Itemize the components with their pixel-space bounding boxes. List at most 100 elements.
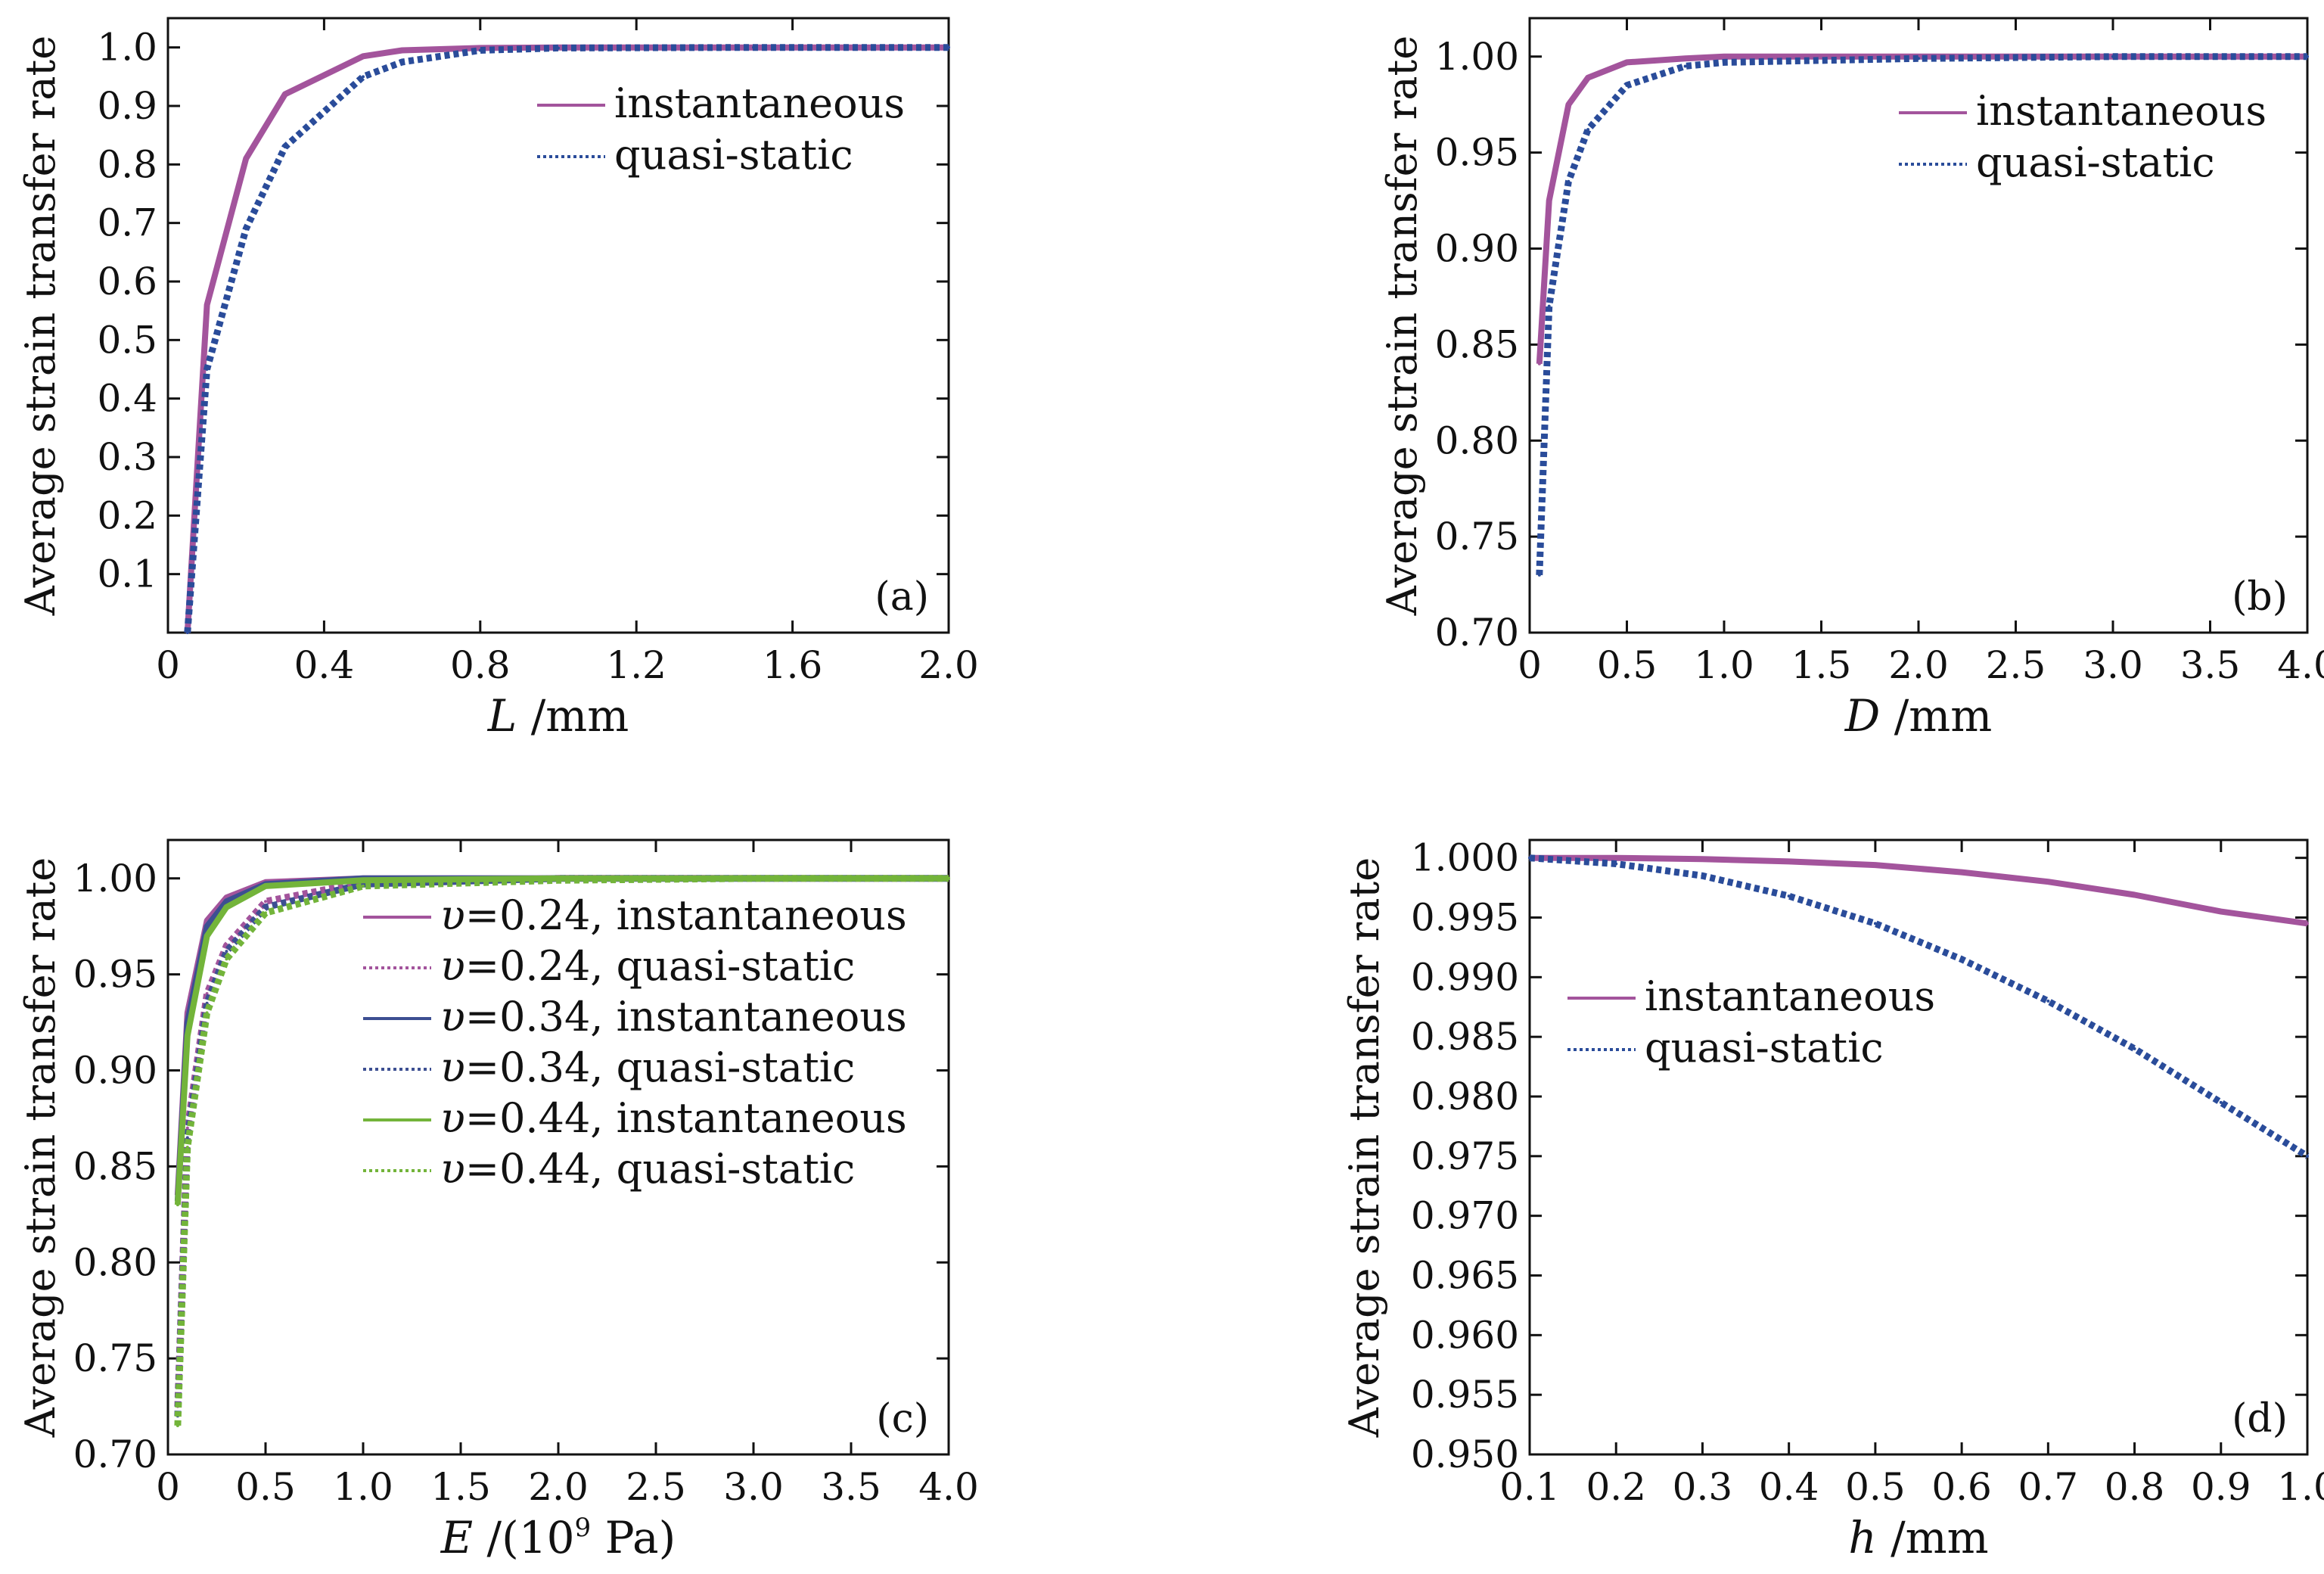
x-axis-exponent: 9: [575, 1513, 592, 1543]
data-point: [185, 1034, 189, 1037]
x-axis-variable: D: [1844, 690, 1881, 742]
data-point: [947, 45, 950, 49]
x-axis-unit: /mm: [1877, 1512, 1989, 1563]
legend-text-rest: =0.34, quasi-static: [465, 1044, 855, 1091]
x-axis-unit: /(10: [473, 1512, 574, 1563]
x-tick-label: 1.6: [763, 643, 823, 687]
y-tick-label: 1.00: [1435, 35, 1519, 79]
x-tick-label: 0.4: [1759, 1465, 1819, 1509]
legend-label: instantaneous: [1645, 972, 1935, 1020]
y-tick-label: 0.990: [1411, 955, 1519, 999]
data-point: [1960, 957, 1964, 961]
data-point: [1723, 61, 1726, 64]
series-line-d-0: [1530, 854, 2308, 927]
y-tick-label: 0.70: [1435, 611, 1519, 655]
y-tick-label: 0.975: [1411, 1134, 1519, 1178]
y-tick-label: 0.995: [1411, 895, 1519, 939]
y-axis-label: Average strain transfer rate: [17, 36, 64, 616]
data-point: [2219, 910, 2223, 913]
y-tick-label: 0.90: [73, 1049, 157, 1093]
y-tick-label: 0.90: [1435, 227, 1519, 271]
y-tick-label: 0.5: [97, 318, 157, 362]
data-point: [362, 884, 365, 888]
y-tick-label: 0.75: [1435, 515, 1519, 558]
x-axis-variable: h: [1848, 1512, 1876, 1563]
y-tick-label: 0.8: [97, 142, 157, 186]
data-point: [1528, 856, 1531, 860]
legend-label: υ=0.44, instantaneous: [440, 1094, 907, 1142]
data-point: [1683, 64, 1687, 68]
data-point: [205, 1011, 209, 1015]
data-point: [1625, 61, 1629, 64]
x-tick-label: 0.8: [450, 643, 511, 687]
y-tick-label: 0.2: [97, 493, 157, 537]
panel-a: 0 0.4 0.8 1.2 1.6 2.0 0.1 0.2 0.3 0.4 0.5 0.6 0.7 0.8…: [17, 17, 979, 742]
data-point: [557, 46, 560, 50]
series-line-d-1: [1529, 854, 2310, 1159]
y-tick-label: 0.75: [73, 1336, 157, 1380]
x-tick-label: 3.0: [723, 1465, 784, 1509]
legend-label: instantaneous: [1976, 87, 2267, 135]
data-point: [244, 227, 248, 231]
y-tick-label: 1.0: [97, 26, 157, 70]
data-point: [400, 48, 404, 52]
panel-d: 0.1 0.2 0.3 0.4 0.5 0.6 0.7 0.8 0.9 1.0 0.950 0.955…: [1341, 836, 2324, 1563]
y-tick-label: 0.980: [1411, 1075, 1519, 1118]
x-axis-label: E /(109 Pa): [440, 1512, 676, 1563]
plot-frame: [166, 17, 950, 634]
panel-tag: (b): [2232, 574, 2288, 620]
panel-b: 0 0.5 1.0 1.5 2.0 2.5 3.0 3.5 4.0 0.70 0.75 0.80 0.8…: [1378, 17, 2324, 742]
x-tick-label: 1.0: [1694, 643, 1754, 687]
x-tick-label: 0.5: [1845, 1465, 1906, 1509]
data-point: [1873, 863, 1877, 867]
legend-text-rest: =0.24, quasi-static: [465, 942, 855, 990]
y-axis-label: Average strain transfer rate: [1378, 36, 1426, 616]
series-line-a-1: [184, 44, 949, 633]
y-tick-label: 0.6: [97, 260, 157, 303]
data-point: [1683, 57, 1687, 61]
x-axis-label: L /mm: [487, 690, 629, 742]
data-point: [264, 905, 267, 909]
x-tick-label: 0: [156, 1465, 180, 1509]
data-point: [1787, 894, 1791, 898]
x-tick-label: 3.5: [2180, 643, 2241, 687]
x-tick-label: 3.0: [2083, 643, 2143, 687]
x-axis-unit-tail: Pa): [591, 1512, 676, 1563]
x-tick-label: 0.1: [1499, 1465, 1560, 1509]
data-point: [205, 303, 209, 306]
panel-c: 0 0.5 1.0 1.5 2.0 2.5 3.0 3.5 4.0 0.70 0.75 0.80 0.8…: [17, 838, 979, 1563]
data-point: [2111, 54, 2114, 58]
legend-variable: υ: [440, 1094, 465, 1142]
data-point: [225, 957, 228, 961]
x-tick-label: 1.5: [1791, 643, 1852, 687]
data-point: [264, 884, 267, 888]
data-point: [2046, 999, 2050, 1003]
data-point: [225, 950, 228, 953]
data-point: [400, 61, 404, 64]
x-tick-label: 0.4: [294, 643, 355, 687]
data-point: [2133, 1047, 2136, 1050]
y-tick-label: 0.955: [1411, 1373, 1519, 1417]
data-point: [205, 934, 209, 938]
y-tick-label: 0.985: [1411, 1015, 1519, 1059]
data-point: [2133, 893, 2136, 897]
data-point: [1701, 874, 1704, 878]
x-tick-label: 0: [156, 643, 180, 687]
series-line-c-5: [174, 875, 949, 1426]
data-point: [362, 75, 365, 79]
data-point: [2306, 1154, 2309, 1158]
x-tick-label: 0: [1518, 643, 1542, 687]
y-tick-label: 0.960: [1411, 1313, 1519, 1357]
legend-label: quasi-static: [1645, 1024, 1884, 1072]
series-line-b-1: [1536, 53, 2307, 576]
data-point: [1960, 870, 1964, 874]
x-tick-label: 2.0: [918, 643, 979, 687]
data-point: [1873, 922, 1877, 925]
plot-frame: [1528, 838, 2309, 1456]
legend-label: υ=0.44, quasi-static: [440, 1145, 855, 1193]
x-axis-unit: /mm: [517, 690, 629, 742]
x-tick-label: 0.5: [235, 1465, 296, 1509]
data-point: [752, 876, 755, 880]
data-point: [176, 1423, 179, 1427]
data-point: [283, 92, 287, 96]
